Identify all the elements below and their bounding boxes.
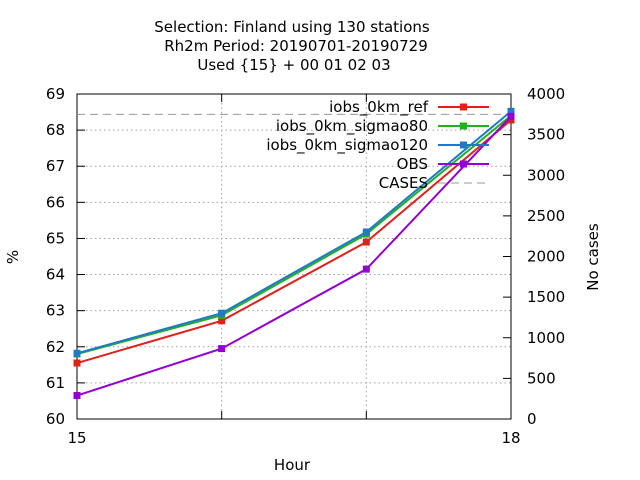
y-tick-label: 69 xyxy=(46,85,65,103)
data-point xyxy=(507,107,515,115)
y2-tick-label: 1000 xyxy=(527,329,565,347)
y-axis-label: % xyxy=(4,250,22,264)
title-line: Selection: Finland using 130 stations xyxy=(154,18,430,36)
legend: iobs_0km_refiobs_0km_sigmao80iobs_0km_si… xyxy=(266,98,489,192)
y-tick-label: 61 xyxy=(46,374,65,392)
data-point xyxy=(362,228,370,236)
title-line: Rh2m Period: 20190701-20190729 xyxy=(164,37,428,55)
y2-tick-label: 500 xyxy=(527,369,556,387)
legend-label: iobs_0km_ref xyxy=(329,98,429,117)
series-layer xyxy=(73,107,515,400)
series-line xyxy=(76,119,512,364)
x-axis-label: Hour xyxy=(274,456,311,474)
y2-axis: 0 500 1000 1500 2000 2500 3000 3500 4000 xyxy=(503,85,565,428)
y-tick-label: 60 xyxy=(46,410,65,428)
y2-tick-label: 3000 xyxy=(527,166,565,184)
x-axis: 15 18 xyxy=(67,94,521,447)
data-point xyxy=(73,349,81,357)
y-tick-label: 62 xyxy=(46,338,65,356)
y-tick-label: 67 xyxy=(46,157,65,175)
data-point xyxy=(218,345,226,353)
y2-tick-label: 4000 xyxy=(527,85,565,103)
y2-axis-label: No cases xyxy=(584,223,602,291)
legend-label: iobs_0km_sigmao120 xyxy=(266,136,428,155)
legend-marker xyxy=(460,141,467,149)
data-point xyxy=(218,317,226,325)
series-line xyxy=(76,110,512,355)
legend-label: CASES xyxy=(379,174,428,192)
y-tick-label: 66 xyxy=(46,193,65,211)
y-tick-label: 63 xyxy=(46,302,65,320)
x-tick-label: 15 xyxy=(67,429,86,447)
legend-marker xyxy=(460,103,467,111)
legend-label: OBS xyxy=(397,155,428,173)
legend-marker xyxy=(460,160,467,168)
legend-label: iobs_0km_sigmao80 xyxy=(276,117,428,136)
data-point xyxy=(73,392,81,400)
y-tick-label: 65 xyxy=(46,229,65,247)
y2-tick-label: 3500 xyxy=(527,126,565,144)
series-line xyxy=(76,115,512,397)
chart-title: Selection: Finland using 130 stations Rh… xyxy=(154,18,430,74)
y2-tick-label: 2000 xyxy=(527,248,565,266)
data-point xyxy=(507,116,515,124)
y-axis: 60 61 62 63 64 65 66 67 68 69 xyxy=(46,85,85,428)
title-line: Used {15} + 00 01 02 03 xyxy=(197,56,390,74)
y2-tick-label: 1500 xyxy=(527,288,565,306)
legend-marker xyxy=(460,122,467,130)
data-point xyxy=(218,309,226,317)
y2-tick-label: 0 xyxy=(527,410,537,428)
y-tick-label: 64 xyxy=(46,266,65,284)
data-point xyxy=(73,359,81,367)
x-tick-label: 18 xyxy=(501,429,520,447)
data-point xyxy=(507,112,515,120)
data-point xyxy=(362,238,370,246)
series-line xyxy=(76,114,512,355)
y-tick-label: 68 xyxy=(46,121,65,139)
data-point xyxy=(362,265,370,273)
y2-tick-label: 2500 xyxy=(527,207,565,225)
